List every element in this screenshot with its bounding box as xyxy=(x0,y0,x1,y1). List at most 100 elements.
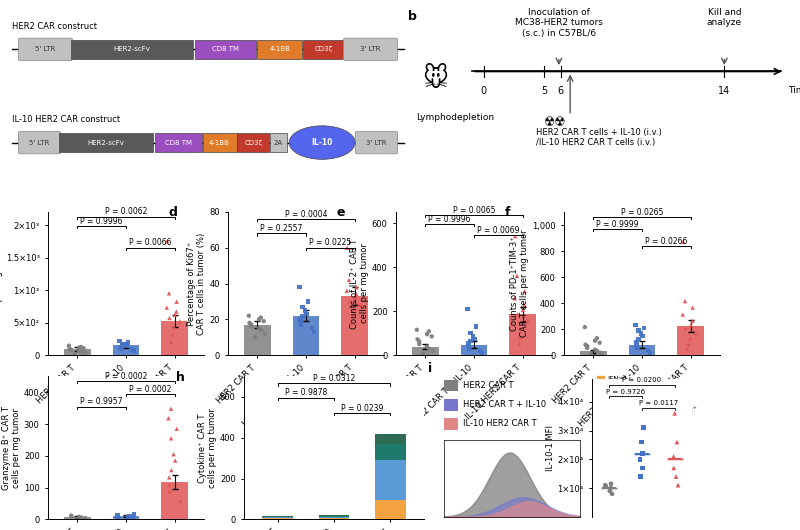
Point xyxy=(462,342,475,350)
Point xyxy=(638,423,650,432)
Point xyxy=(78,514,91,523)
Point xyxy=(343,297,356,306)
Point xyxy=(243,319,256,327)
Point xyxy=(126,514,139,523)
Text: 3' LTR: 3' LTR xyxy=(366,139,386,146)
Text: HER2-scFv: HER2-scFv xyxy=(114,47,150,52)
Point xyxy=(636,332,649,340)
Bar xyxy=(444,380,458,392)
Point xyxy=(603,487,616,495)
Bar xyxy=(293,316,319,355)
Y-axis label: Counts of PD-1⁺TIM-3⁺
CAR T cells per mg tumor: Counts of PD-1⁺TIM-3⁺ CAR T cells per mg… xyxy=(510,229,530,338)
Point xyxy=(474,347,486,356)
Text: 5' LTR: 5' LTR xyxy=(30,139,50,146)
Bar xyxy=(64,517,90,519)
Y-axis label: Percentage of Ki67⁺
CAR T cells in tumor (%): Percentage of Ki67⁺ CAR T cells in tumor… xyxy=(187,233,206,334)
Point xyxy=(123,513,136,521)
Text: P = 0.0065: P = 0.0065 xyxy=(453,206,495,215)
Point xyxy=(122,338,134,347)
Point xyxy=(668,409,681,418)
Bar xyxy=(444,418,458,430)
Point xyxy=(515,325,528,333)
Point xyxy=(518,287,531,296)
Bar xyxy=(629,344,655,355)
Text: d: d xyxy=(169,206,178,219)
Point xyxy=(308,328,321,336)
Point xyxy=(634,455,646,464)
Bar xyxy=(461,344,487,355)
Point xyxy=(116,342,129,350)
Point xyxy=(644,349,657,357)
Point xyxy=(462,339,475,348)
Text: P = 0.0002: P = 0.0002 xyxy=(129,384,171,393)
Point xyxy=(682,340,695,349)
Point xyxy=(632,335,645,343)
Text: e: e xyxy=(337,206,346,219)
Point xyxy=(78,348,91,357)
Text: Time (d): Time (d) xyxy=(788,86,800,95)
Point xyxy=(605,480,618,488)
Point xyxy=(165,434,178,443)
Point xyxy=(642,346,654,355)
Point xyxy=(162,289,175,297)
Point xyxy=(581,342,594,350)
Point xyxy=(306,324,318,332)
Bar xyxy=(374,435,406,444)
Point xyxy=(300,310,313,318)
Point xyxy=(634,472,647,481)
FancyBboxPatch shape xyxy=(18,38,73,61)
Point xyxy=(579,340,592,349)
Point xyxy=(302,297,314,306)
Point xyxy=(162,473,175,482)
Point xyxy=(62,341,75,350)
Point xyxy=(513,340,526,348)
Point xyxy=(423,344,436,353)
Point xyxy=(466,332,479,341)
Point xyxy=(74,343,87,351)
Point xyxy=(118,340,131,349)
Point xyxy=(517,306,530,314)
Point xyxy=(679,324,692,332)
Point xyxy=(681,344,694,353)
Bar xyxy=(154,133,202,152)
Point xyxy=(599,482,612,491)
FancyBboxPatch shape xyxy=(355,131,398,154)
Point xyxy=(685,321,698,329)
Point xyxy=(170,307,182,316)
Point xyxy=(630,338,643,346)
Point xyxy=(462,305,474,313)
Bar xyxy=(318,517,350,518)
Point xyxy=(636,464,649,472)
Bar xyxy=(318,518,350,519)
Point xyxy=(599,481,612,489)
Text: CD8 TM: CD8 TM xyxy=(165,139,192,146)
Text: HER2 CAR T: HER2 CAR T xyxy=(463,381,514,390)
Y-axis label: Granzyme B⁺ CAR T
cells per mg tumor: Granzyme B⁺ CAR T cells per mg tumor xyxy=(2,406,21,490)
Point xyxy=(347,306,360,315)
Point xyxy=(65,512,78,520)
Point xyxy=(165,466,178,474)
Point xyxy=(160,303,173,312)
Point xyxy=(346,312,359,320)
Bar xyxy=(318,515,350,516)
Point xyxy=(162,414,175,422)
Point xyxy=(73,513,86,521)
Point xyxy=(294,317,307,325)
Bar xyxy=(258,40,302,59)
Point xyxy=(417,349,430,358)
Text: CD8 TM: CD8 TM xyxy=(212,47,239,52)
Point xyxy=(510,271,523,280)
Point xyxy=(116,340,129,348)
Point xyxy=(114,343,127,351)
Text: IL-10: IL-10 xyxy=(311,138,333,147)
Text: P = 0.0117: P = 0.0117 xyxy=(639,400,678,407)
Text: P = 0.9996: P = 0.9996 xyxy=(80,217,123,226)
Point xyxy=(636,449,649,458)
Text: HER2 CAR construct: HER2 CAR construct xyxy=(12,22,97,31)
Point xyxy=(604,484,617,492)
Y-axis label: Counts of CAR T
cells per mg tumor: Counts of CAR T cells per mg tumor xyxy=(0,244,3,323)
Text: P = 0.0200: P = 0.0200 xyxy=(622,377,662,383)
Bar xyxy=(113,346,139,355)
Point xyxy=(686,317,698,325)
Point xyxy=(590,334,603,342)
